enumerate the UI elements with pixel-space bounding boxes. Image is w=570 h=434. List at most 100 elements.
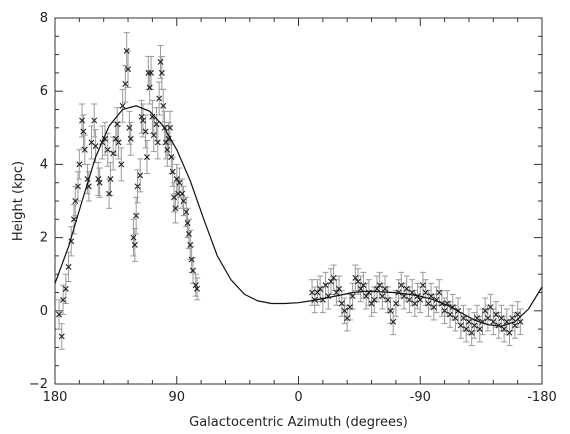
- data-point: [148, 69, 155, 76]
- data-point: [465, 318, 472, 325]
- data-point: [428, 293, 435, 300]
- data-point: [189, 267, 196, 274]
- x-tick-label: 0: [294, 390, 302, 405]
- data-point: [62, 285, 69, 292]
- data-point: [60, 296, 67, 303]
- data-point: [468, 329, 475, 336]
- data-point: [139, 117, 146, 124]
- data-point: [166, 124, 173, 131]
- data-point: [58, 333, 65, 340]
- data-point: [368, 300, 375, 307]
- data-point: [81, 146, 88, 153]
- data-point: [493, 311, 499, 318]
- data-point: [452, 315, 459, 322]
- data-point: [164, 146, 171, 153]
- data-point: [506, 329, 513, 336]
- data-point: [130, 234, 137, 241]
- data-point: [158, 69, 165, 76]
- data-point: [137, 172, 144, 179]
- y-axis-label: Height (kpc): [11, 161, 26, 241]
- data-point: [365, 289, 372, 296]
- data-point: [138, 113, 145, 120]
- data-point: [127, 135, 134, 142]
- data-point: [110, 150, 117, 157]
- data-point: [327, 278, 334, 285]
- data-point: [457, 322, 464, 329]
- data-point: [119, 102, 126, 109]
- data-point: [56, 311, 63, 318]
- data-point: [403, 285, 410, 292]
- data-point: [154, 139, 161, 146]
- data-point: [336, 285, 343, 292]
- data-point: [392, 300, 399, 307]
- data-point: [376, 282, 383, 289]
- data-point: [441, 307, 448, 314]
- data-point: [382, 285, 389, 292]
- data-point: [133, 212, 140, 219]
- data-point: [309, 289, 316, 296]
- data-point: [79, 117, 86, 124]
- data-point: [317, 285, 324, 292]
- data-point: [107, 176, 114, 183]
- data-point: [371, 296, 378, 303]
- data-point: [162, 139, 169, 146]
- x-tick-label: 90: [168, 390, 185, 405]
- x-axis-label: Galactocentric Azimuth (degrees): [189, 415, 408, 430]
- data-point: [384, 296, 391, 303]
- data-point: [373, 285, 380, 292]
- data-point: [169, 168, 176, 175]
- data-point: [338, 300, 345, 307]
- data-point: [447, 311, 453, 318]
- data-point: [419, 282, 426, 289]
- data-point: [406, 296, 413, 303]
- data-point: [344, 315, 351, 322]
- data-point: [123, 47, 130, 54]
- data-point: [146, 84, 153, 91]
- data-point: [501, 326, 508, 333]
- data-point: [322, 282, 329, 289]
- data-point: [487, 304, 494, 311]
- data-point: [183, 208, 190, 215]
- data-point: [194, 285, 201, 292]
- data-point: [142, 128, 149, 135]
- data-point: [172, 205, 179, 212]
- data-point: [65, 263, 72, 270]
- y-tick-label: −2: [29, 377, 48, 392]
- data-point: [185, 230, 192, 237]
- data-point: [92, 143, 99, 150]
- data-point: [76, 161, 83, 168]
- data-point: [165, 135, 172, 142]
- data-point: [75, 183, 81, 190]
- data-point: [157, 58, 164, 65]
- data-point: [131, 241, 138, 248]
- data-point: [482, 307, 489, 314]
- data-point: [91, 117, 98, 124]
- data-point: [430, 304, 437, 311]
- data-point: [349, 293, 356, 300]
- data-point: [330, 274, 337, 281]
- data-point: [149, 113, 156, 120]
- data-point: [173, 176, 180, 183]
- data-point: [179, 190, 186, 197]
- data-point: [398, 282, 405, 289]
- data-point: [417, 296, 424, 303]
- data-point: [363, 293, 370, 300]
- data-point: [411, 300, 418, 307]
- data-point: [95, 176, 102, 183]
- data-point: [112, 135, 119, 142]
- data-point: [106, 190, 113, 197]
- data-point: [180, 198, 187, 204]
- data-point: [115, 139, 122, 146]
- data-point: [352, 274, 359, 281]
- data-point: [484, 315, 491, 322]
- fit-line: [54, 105, 543, 327]
- data-point: [387, 307, 394, 314]
- data-point: [114, 121, 121, 128]
- y-tick-label: 4: [40, 157, 48, 172]
- data-point: [192, 282, 199, 289]
- y-tick-label: 2: [40, 231, 48, 246]
- x-tick-label: -90: [410, 390, 431, 405]
- data-point: [153, 121, 160, 128]
- data-point: [509, 315, 516, 322]
